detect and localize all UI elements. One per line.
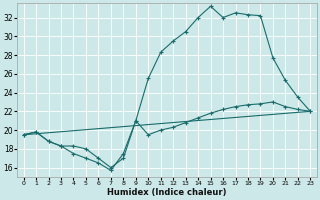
X-axis label: Humidex (Indice chaleur): Humidex (Indice chaleur): [107, 188, 227, 197]
